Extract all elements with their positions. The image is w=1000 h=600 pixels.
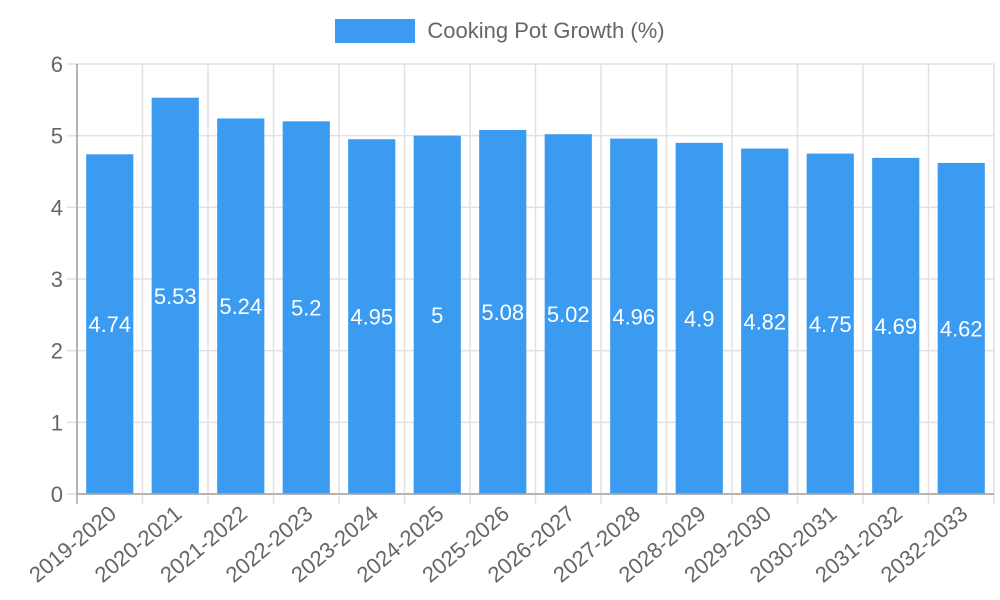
bar-value-label: 4.95 [350, 305, 393, 330]
bar[interactable] [217, 118, 265, 494]
bar[interactable] [610, 138, 658, 495]
bar[interactable] [937, 162, 985, 494]
bar-value-label: 5.02 [547, 302, 590, 327]
bar-value-label: 4.74 [88, 312, 131, 337]
bar[interactable] [544, 134, 592, 494]
bar-value-label: 4.75 [809, 312, 852, 337]
grid-lines [67, 63, 995, 504]
bars [86, 97, 985, 495]
bar[interactable] [872, 157, 920, 494]
bar[interactable] [348, 139, 396, 494]
y-tick-label: 1 [51, 410, 63, 435]
bar[interactable] [675, 142, 723, 495]
bar-value-label: 4.62 [940, 316, 983, 341]
bar-value-label: 5.08 [481, 300, 524, 325]
bar[interactable] [86, 154, 134, 495]
y-tick-label: 6 [51, 52, 63, 77]
bar-value-label: 5.24 [219, 294, 262, 319]
bar[interactable] [413, 135, 461, 494]
y-tick-label: 0 [51, 482, 63, 507]
bar[interactable] [151, 97, 199, 494]
bar[interactable] [282, 121, 330, 494]
chart-legend: Cooking Pot Growth (%) [0, 18, 1000, 44]
y-tick-label: 2 [51, 339, 63, 364]
bar[interactable] [741, 148, 789, 495]
y-tick-label: 5 [51, 124, 63, 149]
bar-value-label: 5 [431, 303, 443, 328]
bar-value-label: 5.53 [154, 284, 197, 309]
bar-value-label: 4.96 [612, 304, 655, 329]
bar-value-label: 4.82 [743, 309, 786, 334]
bar-value-label: 5.2 [291, 296, 322, 321]
legend-swatch[interactable] [335, 19, 416, 43]
legend-label: Cooking Pot Growth (%) [427, 18, 665, 43]
bar-value-label: 4.69 [874, 314, 917, 339]
y-tick-label: 3 [51, 267, 63, 292]
axes [76, 64, 994, 495]
bar[interactable] [479, 129, 527, 494]
bar-value-label: 4.9 [684, 306, 715, 331]
bar[interactable] [806, 153, 854, 495]
y-tick-label: 4 [51, 195, 63, 220]
